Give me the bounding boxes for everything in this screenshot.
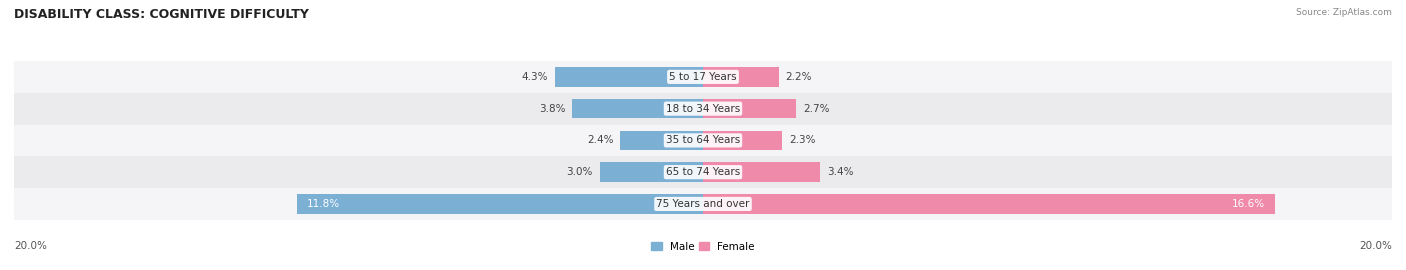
Bar (703, 131, 782, 150)
Text: DISABILITY CLASS: COGNITIVE DIFFICULTY: DISABILITY CLASS: COGNITIVE DIFFICULTY (14, 8, 309, 21)
Text: 18 to 34 Years: 18 to 34 Years (666, 104, 740, 114)
Text: 2.2%: 2.2% (786, 72, 813, 82)
Text: 20.0%: 20.0% (14, 241, 46, 251)
Bar (14, 124, 1392, 156)
Legend: Male, Female: Male, Female (651, 242, 755, 252)
Text: 20.0%: 20.0% (1360, 241, 1392, 251)
Text: 2.4%: 2.4% (586, 135, 613, 146)
Bar (14, 61, 1392, 93)
Text: 3.0%: 3.0% (567, 167, 593, 177)
Bar (703, 194, 1275, 214)
Bar (14, 93, 1392, 124)
Bar (14, 188, 1392, 220)
Text: 3.8%: 3.8% (538, 104, 565, 114)
Bar (297, 194, 703, 214)
Bar (14, 156, 1392, 188)
Bar (572, 99, 703, 119)
Text: 16.6%: 16.6% (1232, 199, 1264, 209)
Text: 11.8%: 11.8% (307, 199, 340, 209)
Text: 4.3%: 4.3% (522, 72, 548, 82)
Text: 2.3%: 2.3% (789, 135, 815, 146)
Text: Source: ZipAtlas.com: Source: ZipAtlas.com (1296, 8, 1392, 17)
Bar (703, 67, 779, 87)
Bar (703, 99, 796, 119)
Bar (620, 131, 703, 150)
Bar (599, 162, 703, 182)
Text: 2.7%: 2.7% (803, 104, 830, 114)
Text: 75 Years and over: 75 Years and over (657, 199, 749, 209)
Text: 65 to 74 Years: 65 to 74 Years (666, 167, 740, 177)
Text: 5 to 17 Years: 5 to 17 Years (669, 72, 737, 82)
Bar (555, 67, 703, 87)
Text: 35 to 64 Years: 35 to 64 Years (666, 135, 740, 146)
Text: 3.4%: 3.4% (827, 167, 853, 177)
Bar (703, 162, 820, 182)
